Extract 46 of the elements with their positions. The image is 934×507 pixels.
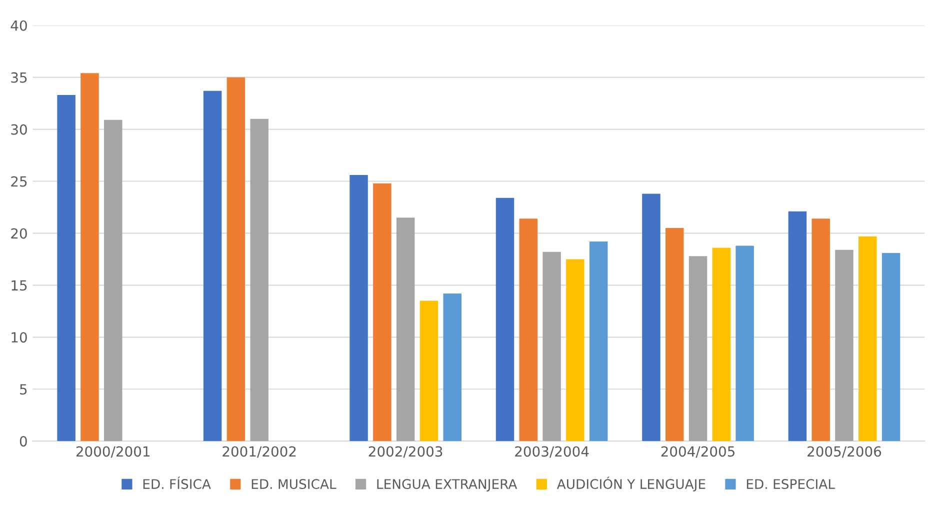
bar [736,246,754,442]
bar [420,300,438,442]
bar [788,211,807,442]
y-tick-label: 10 [12,332,27,343]
bar [688,256,708,442]
y-tick-label: 40 [10,20,27,31]
y-tick-label: 25 [11,176,27,187]
bar [589,242,608,442]
legend-label: ED. MUSICAL [252,479,336,490]
bar [566,259,584,442]
bar [835,250,854,442]
bar [443,294,462,442]
x-tick-label: 2001/2002 [222,446,296,458]
bar [57,94,76,442]
bar [396,218,415,442]
bar [812,218,830,442]
bar [882,252,900,442]
x-tick-label: 2002/2003 [368,446,442,458]
bar [642,194,660,442]
bar [203,90,222,442]
x-tick-label: 2005/2006 [808,446,882,458]
bar [250,118,268,442]
legend-label: ED. FÍSICA [143,476,211,490]
legend-label: LENGUA EXTRANJERA [377,479,518,492]
y-tick-label: 15 [12,280,27,291]
legend-label: AUDICIÓN Y LENGUAJE [556,476,706,492]
bar [519,218,538,442]
bar [80,73,99,442]
y-tick-label: 20 [11,228,27,239]
bar [226,77,246,442]
x-tick-label: 2004/2005 [661,446,734,458]
y-tick-label: 35 [11,72,27,83]
bar [712,248,731,442]
x-tick-label: 2000/2001 [76,446,150,458]
y-tick-label: 30 [11,124,27,135]
y-tick-label: 5 [20,384,27,395]
bar [496,198,514,442]
bar [350,175,368,442]
bar [373,183,392,442]
bar [858,236,877,442]
x-tick-label: 2003/2004 [515,446,589,458]
bar [104,120,122,442]
y-tick-label: 0 [20,436,27,447]
bar [542,252,561,442]
legend-label: ED. ESPECIAL [746,479,835,490]
bar [665,228,684,442]
